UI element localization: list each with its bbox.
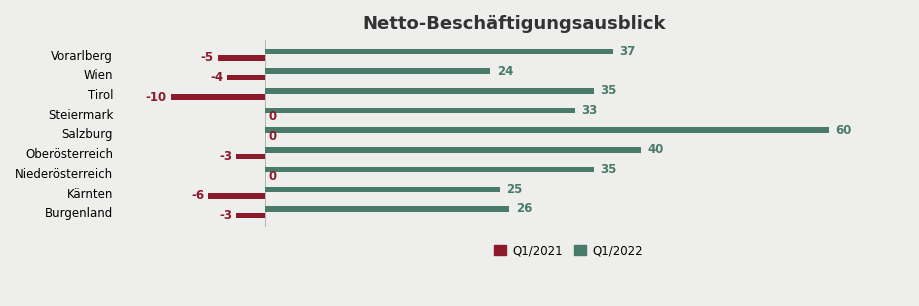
Text: 0: 0 [268, 170, 277, 183]
Text: -3: -3 [220, 150, 233, 163]
Title: Netto-Beschäftigungsausblick: Netto-Beschäftigungsausblick [362, 15, 665, 33]
Text: 35: 35 [600, 84, 617, 97]
Bar [265, 68, 490, 74]
Text: -3: -3 [220, 209, 233, 222]
Text: 35: 35 [600, 163, 617, 176]
Legend: Q1/2021, Q1/2022: Q1/2021, Q1/2022 [490, 239, 647, 262]
Text: 40: 40 [647, 143, 664, 156]
Bar [265, 49, 612, 54]
Text: 26: 26 [516, 203, 532, 215]
Text: 0: 0 [268, 110, 277, 123]
Bar [171, 95, 265, 100]
Bar [227, 75, 265, 80]
Bar [265, 167, 594, 172]
Text: -6: -6 [191, 189, 204, 202]
Bar [265, 88, 594, 94]
Bar [265, 127, 829, 133]
Text: -10: -10 [146, 91, 166, 104]
Bar [236, 213, 265, 218]
Bar [218, 55, 265, 61]
Text: 0: 0 [268, 130, 277, 143]
Bar [236, 154, 265, 159]
Text: 24: 24 [497, 65, 513, 77]
Text: 37: 37 [619, 45, 635, 58]
Bar [265, 206, 509, 212]
Text: 25: 25 [506, 183, 523, 196]
Text: -5: -5 [200, 51, 214, 64]
Bar [209, 193, 265, 199]
Text: -4: -4 [210, 71, 223, 84]
Bar [265, 186, 500, 192]
Text: 60: 60 [835, 124, 852, 137]
Text: 33: 33 [582, 104, 597, 117]
Bar [265, 147, 641, 153]
Bar [265, 108, 575, 113]
